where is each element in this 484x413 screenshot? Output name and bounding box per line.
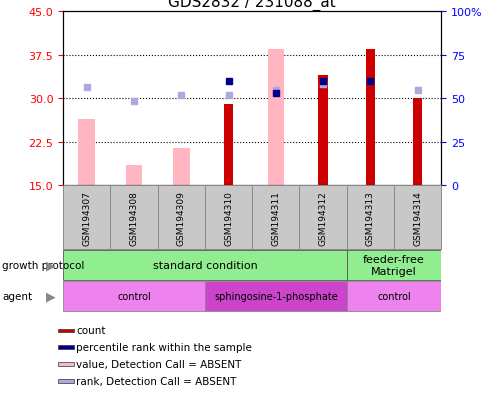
Bar — [252, 186, 299, 250]
Bar — [204, 282, 346, 311]
Text: GSM194308: GSM194308 — [129, 190, 138, 245]
Text: ▶: ▶ — [46, 259, 56, 272]
Text: agent: agent — [2, 291, 32, 301]
Bar — [346, 282, 440, 311]
Bar — [365, 50, 374, 186]
Text: GSM194311: GSM194311 — [271, 190, 280, 245]
Text: ▶: ▶ — [46, 290, 56, 303]
Bar — [125, 166, 142, 186]
Text: GSM194313: GSM194313 — [365, 190, 374, 245]
Title: GDS2832 / 231088_at: GDS2832 / 231088_at — [168, 0, 335, 11]
Text: count: count — [76, 326, 106, 336]
Text: GSM194312: GSM194312 — [318, 190, 327, 245]
Bar — [157, 186, 204, 250]
Bar — [63, 250, 346, 280]
Text: GSM194310: GSM194310 — [224, 190, 233, 245]
Text: control: control — [117, 291, 151, 301]
Bar — [58, 379, 74, 383]
Text: growth protocol: growth protocol — [2, 260, 85, 271]
Bar — [393, 186, 440, 250]
Bar — [318, 76, 327, 186]
Bar — [58, 346, 74, 349]
Text: feeder-free
Matrigel: feeder-free Matrigel — [363, 254, 424, 276]
Text: GSM194314: GSM194314 — [412, 190, 422, 245]
Bar — [58, 363, 74, 366]
Bar — [63, 186, 110, 250]
Text: rank, Detection Call = ABSENT: rank, Detection Call = ABSENT — [76, 376, 236, 386]
Text: standard condition: standard condition — [152, 260, 257, 271]
Bar — [346, 186, 393, 250]
Text: sphingosine-1-phosphate: sphingosine-1-phosphate — [213, 291, 337, 301]
Bar — [173, 148, 189, 186]
Bar — [299, 186, 346, 250]
Bar — [110, 186, 157, 250]
Text: control: control — [377, 291, 410, 301]
Text: percentile rank within the sample: percentile rank within the sample — [76, 342, 252, 352]
Bar — [346, 250, 440, 280]
Text: GSM194309: GSM194309 — [176, 190, 185, 245]
Text: value, Detection Call = ABSENT: value, Detection Call = ABSENT — [76, 359, 241, 369]
Bar — [63, 282, 204, 311]
Bar — [58, 329, 74, 332]
Bar — [204, 186, 252, 250]
Text: GSM194307: GSM194307 — [82, 190, 91, 245]
Bar — [267, 50, 284, 186]
Bar — [412, 99, 422, 186]
Bar — [78, 119, 95, 186]
Bar — [223, 105, 233, 186]
